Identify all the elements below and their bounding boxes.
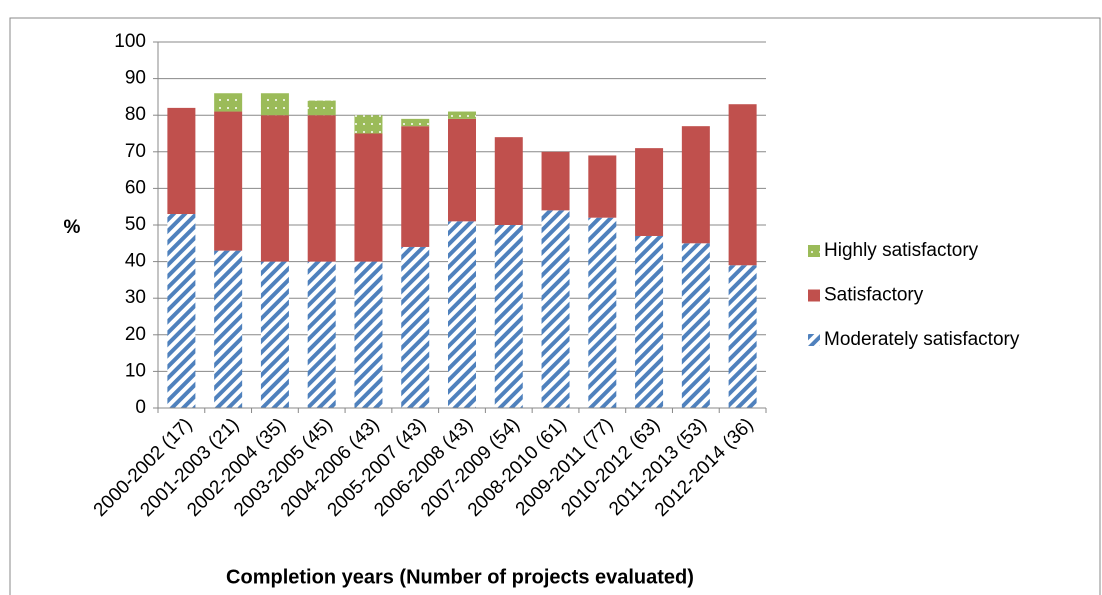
bar-segment [214,111,243,251]
bar-segment [494,137,523,225]
bar-segment [728,104,757,266]
legend-swatch [808,245,820,257]
y-tick-label: 90 [125,68,146,89]
bar-segment [541,151,570,211]
bar-segment [448,221,476,408]
bar-segment [401,118,430,127]
bar-segment [448,111,476,119]
bar-segment [588,217,617,408]
bar-segment [635,235,664,408]
y-tick-label: 10 [125,360,146,381]
legend-label: Moderately satisfactory [824,329,1020,350]
bar-segment [681,126,710,244]
bar-segment [260,93,289,116]
y-tick-label: 60 [125,177,146,198]
legend-swatch [808,289,820,302]
bar-segment [401,246,430,408]
y-axis-title: % [64,217,81,238]
bar-segment [260,261,289,408]
y-tick-label: 50 [125,214,146,235]
y-tick-label: 70 [125,141,146,162]
y-tick-label: 100 [114,31,146,52]
y-tick-label: 30 [125,287,146,308]
bar-segment [681,243,710,408]
bar-segment [588,155,617,218]
bar-segment [167,214,196,408]
bar-segment [307,261,336,408]
bar-segment [354,133,383,262]
bar-segment [260,115,289,262]
bar-segment [728,265,757,408]
bar-segment [354,261,383,408]
chart-border [9,17,1101,595]
y-tick-label: 20 [125,324,146,345]
bar-segment [635,148,664,236]
y-tick-label: 80 [125,104,146,125]
bar-segment [354,115,383,134]
bar-segment [307,100,336,116]
legend-swatch [808,334,820,346]
legend-label: Satisfactory [824,285,924,306]
bar-segment [401,126,430,247]
y-tick-label: 40 [125,251,146,272]
legend-label: Highly satisfactory [824,240,979,261]
bar-segment [541,210,570,408]
bar-segment [214,250,243,408]
x-axis-title: Completion years (Number of projects eva… [226,566,694,588]
bar-segment [448,118,476,222]
bar-segment [307,115,336,262]
bar-segment [214,93,243,112]
y-tick-label: 0 [135,397,146,418]
bar-segment [167,107,196,215]
bar-segment [494,225,523,408]
